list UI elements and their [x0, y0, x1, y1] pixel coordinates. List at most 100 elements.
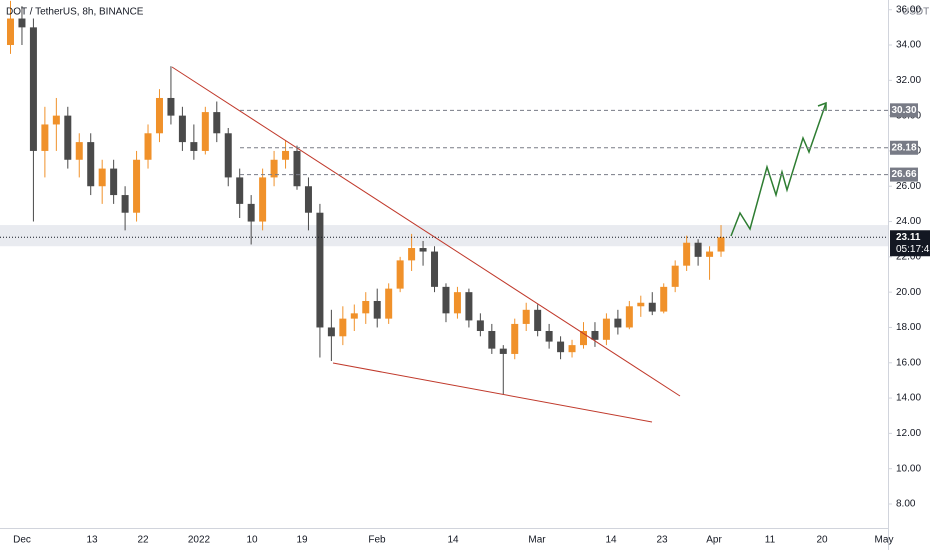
x-tick-label: 20	[816, 535, 828, 546]
y-tick-label: 22.00	[896, 251, 921, 262]
level-badge	[890, 167, 918, 182]
candle-body	[419, 248, 427, 252]
candle-body	[557, 341, 565, 353]
candle-body	[534, 309, 542, 331]
candle-body	[293, 150, 301, 187]
level-label: 28.18	[891, 142, 916, 153]
candle-body	[121, 195, 129, 213]
candle-body	[602, 318, 610, 340]
last-price-label: 23.11	[896, 232, 921, 243]
candle-body	[18, 18, 26, 28]
candle-body	[637, 302, 645, 307]
x-tick-label: 10	[246, 535, 258, 546]
candle-body	[110, 168, 118, 196]
candle-body	[694, 242, 702, 257]
y-tick-label: 16.00	[896, 357, 921, 368]
candle-body	[476, 320, 484, 331]
level-badge	[890, 103, 918, 118]
candle-body	[52, 115, 60, 125]
x-tick-label: May	[875, 535, 894, 546]
candle-body	[259, 177, 267, 222]
y-tick-label: 36.00	[896, 4, 921, 15]
level-badge	[890, 140, 918, 155]
plot-area	[0, 0, 888, 395]
candle-body	[591, 330, 599, 340]
y-tick-label: 20.00	[896, 287, 921, 298]
x-tick-label: 13	[86, 535, 98, 546]
candle-body	[614, 318, 622, 328]
y-tick-label: 8.00	[896, 499, 916, 510]
x-tick-label: Mar	[528, 535, 546, 546]
candle-body	[465, 292, 473, 321]
candle-body	[408, 248, 416, 261]
currency-label: USDT	[902, 7, 929, 18]
candle-body	[488, 330, 496, 349]
candle-body	[396, 260, 404, 289]
candle-body	[648, 302, 656, 312]
x-tick-label: 14	[447, 535, 459, 546]
candle-body	[580, 330, 587, 346]
countdown-label: 05:17:45	[896, 244, 932, 255]
x-tick-label: 23	[656, 535, 668, 546]
candle-body	[178, 115, 186, 143]
candle-body	[41, 124, 49, 151]
candle-body	[545, 330, 553, 342]
x-tick-label: Dec	[13, 535, 31, 546]
candle-body	[511, 323, 519, 354]
candle-body	[327, 327, 335, 337]
candle-body	[304, 186, 312, 213]
candle-body	[522, 309, 530, 324]
x-tick-label: 14	[605, 535, 617, 546]
candle-body	[282, 150, 290, 160]
candle-body	[717, 237, 725, 252]
x-tick-label: 11	[765, 535, 776, 546]
y-tick-label: 32.00	[896, 75, 921, 86]
candle-body	[683, 242, 691, 266]
candle-body	[442, 286, 450, 314]
candle-body	[671, 265, 679, 287]
candle-body	[499, 348, 507, 354]
x-tick-label: Feb	[368, 535, 386, 546]
chart-title: DOT / TetherUS, 8h, BINANCE	[6, 7, 144, 18]
y-tick-label: 34.00	[896, 40, 921, 51]
candle-body	[625, 306, 633, 328]
upper-trendline	[171, 66, 681, 397]
candle-body	[213, 112, 221, 134]
candle-body	[431, 251, 439, 287]
y-tick-label: 26.00	[896, 181, 921, 192]
candle-body	[270, 159, 278, 178]
price-zone	[0, 225, 888, 247]
candle-body	[706, 251, 714, 257]
candle-body	[75, 142, 83, 160]
level-label: 30.30	[891, 105, 916, 116]
candle-body	[339, 318, 347, 337]
last-price-badge	[890, 230, 930, 257]
lower-trendline	[332, 362, 653, 423]
candle-body	[87, 142, 95, 187]
x-tick-label: Apr	[706, 535, 722, 546]
x-tick-label: 22	[137, 535, 149, 546]
projection-arrowhead	[817, 101, 827, 111]
x-tick-label: 19	[296, 535, 308, 546]
candle-body	[362, 300, 370, 314]
candle-body	[316, 212, 324, 328]
candle-body	[144, 133, 152, 160]
candle-body	[224, 133, 232, 178]
y-tick-label: 10.00	[896, 463, 921, 474]
candle-body	[167, 97, 175, 116]
candle-body	[660, 286, 668, 312]
candle-body	[236, 177, 244, 204]
candle-body	[201, 112, 209, 151]
candle-body	[133, 159, 141, 213]
candle-body	[453, 292, 461, 314]
candle-body	[247, 203, 255, 222]
y-tick-label: 12.00	[896, 428, 921, 439]
candle-body	[373, 300, 381, 319]
candle-body	[64, 115, 72, 160]
candle-body	[350, 313, 358, 319]
candle-body	[190, 142, 198, 151]
candle-body	[98, 168, 106, 187]
candle-body	[155, 97, 163, 134]
